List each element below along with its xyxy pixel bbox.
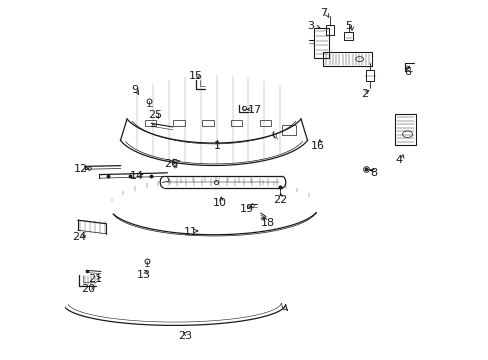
Text: 6: 6: [404, 67, 410, 77]
Text: 18: 18: [260, 218, 274, 228]
Text: 2: 2: [360, 89, 367, 99]
Text: 5: 5: [345, 21, 351, 31]
Text: 20: 20: [81, 284, 95, 294]
Text: 16: 16: [310, 141, 325, 151]
Text: 3: 3: [307, 21, 314, 31]
Bar: [173, 120, 184, 126]
Bar: [323, 52, 371, 66]
Bar: [144, 120, 156, 126]
Text: 8: 8: [369, 168, 376, 178]
Bar: [259, 120, 270, 126]
Text: 10: 10: [212, 198, 226, 208]
Text: 26: 26: [163, 159, 178, 169]
Bar: [230, 120, 242, 126]
Text: 11: 11: [183, 227, 197, 237]
Bar: [344, 32, 352, 40]
Text: 21: 21: [88, 274, 102, 284]
Text: 23: 23: [178, 331, 192, 341]
Text: 22: 22: [273, 195, 287, 205]
Bar: [314, 28, 328, 58]
Text: 15: 15: [189, 71, 203, 81]
Text: 4: 4: [394, 155, 402, 165]
Text: 17: 17: [248, 105, 262, 115]
Bar: [325, 25, 333, 35]
Text: 25: 25: [147, 111, 162, 121]
Text: 13: 13: [137, 270, 151, 280]
Text: 7: 7: [319, 8, 326, 18]
Bar: [366, 70, 373, 81]
Text: 24: 24: [72, 232, 86, 242]
Bar: [282, 125, 295, 135]
Bar: [202, 120, 213, 126]
Text: 19: 19: [240, 204, 254, 214]
Text: 9: 9: [131, 85, 139, 95]
Text: 14: 14: [130, 171, 143, 181]
Bar: [394, 114, 415, 145]
Text: 1: 1: [214, 141, 221, 151]
Text: 12: 12: [74, 164, 88, 174]
